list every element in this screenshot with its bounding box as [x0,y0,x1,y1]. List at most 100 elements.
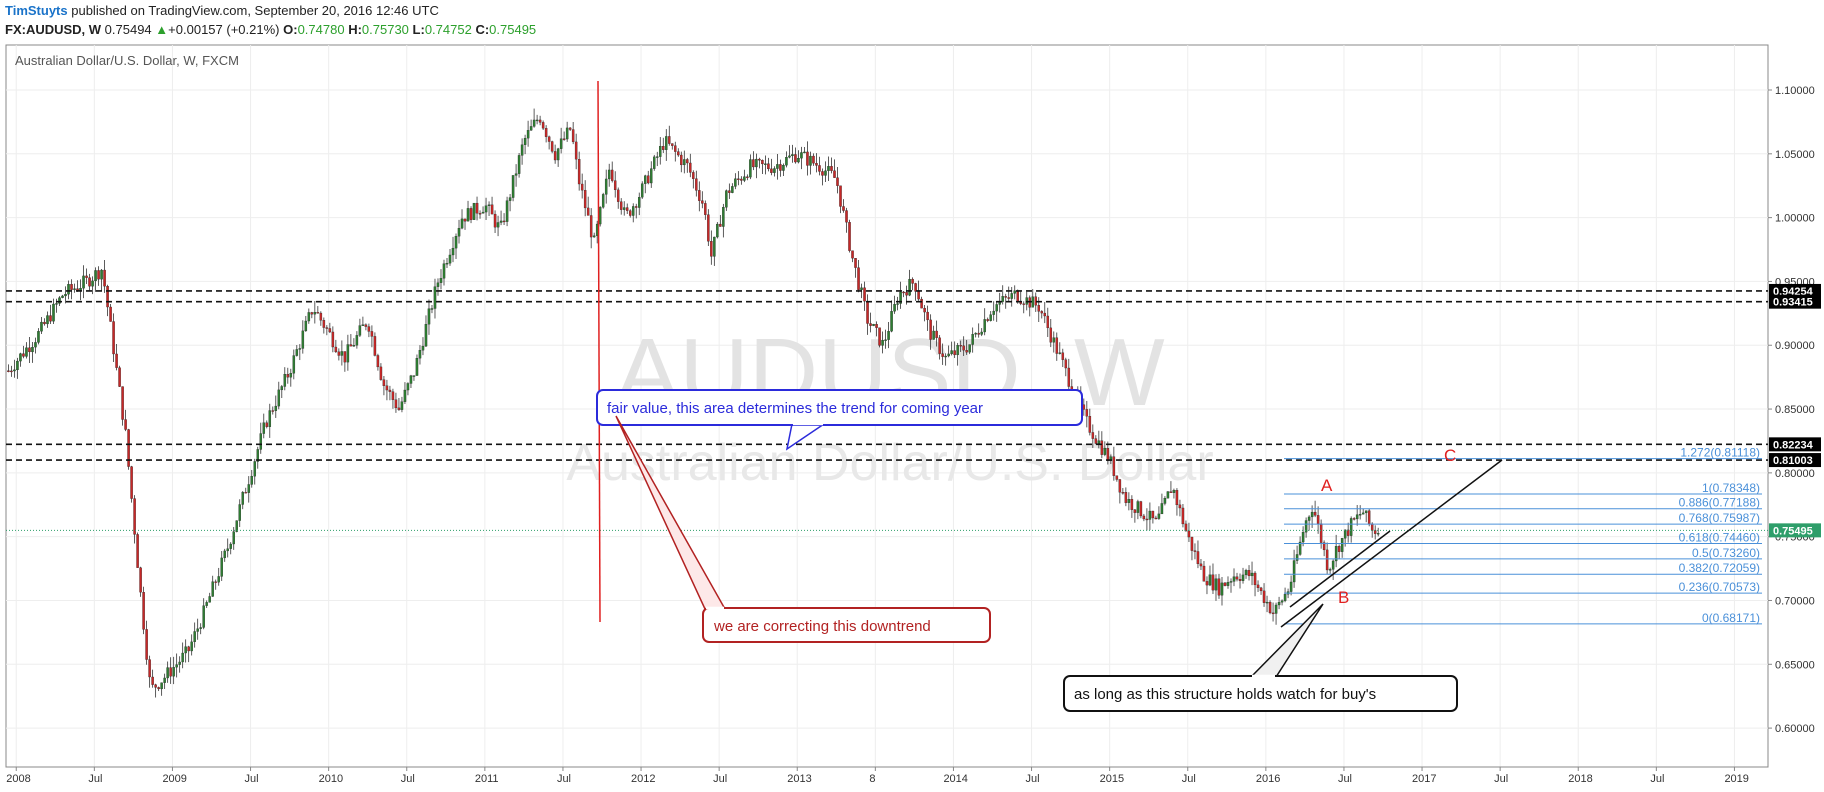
candle-up [55,303,58,305]
candle-down [490,204,494,215]
level-tag [1769,294,1821,309]
callout-correcting[interactable]: we are correcting this downtrend [615,415,991,643]
drawings[interactable]: A B C [597,80,1503,628]
candle-up [791,154,794,157]
candle-down [863,287,866,302]
candle-up [776,164,779,169]
candle-down [917,291,920,300]
candle-down [379,366,383,380]
candle-down [577,159,581,185]
candle-down [938,337,941,354]
candle-down [112,321,115,355]
vertical-red-line[interactable] [597,80,601,623]
candle-up [163,677,166,683]
candle-down [1193,550,1197,552]
candle-down [544,128,548,137]
candle-up [956,345,959,356]
candle-up [1289,581,1293,592]
candle-up [800,152,803,159]
candle-up [598,207,602,225]
candle-down [1181,507,1185,525]
candle-down [1259,587,1263,592]
candle-up [1241,574,1245,581]
chart-canvas[interactable]: AUDUSD, W Australian Dollar/U.S. Dollar … [0,44,1824,792]
candle-down [214,581,217,583]
candle-up [412,375,416,377]
candle-up [1127,499,1131,503]
callout-structure[interactable]: as long as this structure holds watch fo… [1063,603,1458,712]
level-tag-text: 0.82234 [1773,439,1814,451]
candle-up [788,155,791,158]
callouts[interactable]: fair value, this area determines the tre… [596,389,1458,712]
candle-down [1352,518,1356,520]
candle-up [1136,501,1140,513]
candle-down [628,210,632,216]
candle-down [286,374,290,378]
candle-up [52,303,55,322]
candle-up [640,183,644,198]
low-label: L: [412,22,425,37]
candle-down [103,269,106,287]
candle-down [76,288,79,291]
candle-up [517,155,521,174]
candle-up [1058,352,1062,354]
candle-up [229,543,232,549]
candle-up [484,205,488,213]
candle-down [115,353,118,368]
grid [6,45,1768,767]
candle-down [1091,432,1095,439]
candle-up [1160,503,1164,515]
candle-down [271,410,275,412]
candle-down [88,277,91,287]
candle-down [1145,518,1149,521]
author-link[interactable]: TimStuyts [5,3,68,18]
candle-up [1214,578,1218,591]
trendline-support[interactable] [1280,459,1503,628]
candle-up [1157,513,1161,519]
candle-down [1205,581,1209,586]
callout-fair-value[interactable]: fair value, this area determines the tre… [596,389,1083,451]
candle-down [836,177,839,186]
candle-up [884,339,887,341]
candle-up [418,350,422,359]
x-tick-label: Jul [1650,773,1664,785]
candle-down [1124,492,1128,503]
candle-up [1292,560,1296,583]
candle-down [941,353,944,357]
candle-up [295,349,299,356]
candle-up [487,204,491,206]
candle-down [986,319,989,321]
time-axis[interactable]: 2008 Jul 2009 Jul 2010 Jul 2011 Jul 2012 Jul 2013 8… [6,766,1768,785]
candle-up [292,355,296,374]
candle-up [725,190,728,208]
candle-down [367,326,371,332]
candle-down [740,178,743,181]
last-price-tag [1769,523,1821,538]
candle-up [304,320,308,332]
candle-down [1085,409,1089,417]
candle-down [767,163,770,170]
x-tick-label: 2014 [943,773,967,785]
candle-up [160,682,163,690]
candle-down [157,687,160,690]
candle-down [839,185,842,207]
watermark-name: Australian Dollar/U.S. Dollar [566,434,1213,492]
candle-up [890,311,893,332]
candle-down [394,399,398,409]
candle-down [1106,447,1110,461]
candle-up [749,159,752,178]
horizontal-levels[interactable] [6,290,1768,461]
candle-up [460,218,464,229]
candle-down [1094,438,1098,444]
candle-down [121,386,124,420]
candle-up [1310,511,1314,518]
trendline-lower[interactable] [1289,530,1391,608]
candle-up [454,236,458,249]
candle-up [881,339,884,346]
price-axis[interactable]: 1.100001.050001.000000.950000.900000.850… [1768,85,1815,735]
fibonacci-levels[interactable]: 1.272(0.81118)1(0.78348)0.886(0.77188)0.… [1284,446,1762,625]
candle-up [1001,296,1004,302]
candle-down [1061,352,1065,360]
candle-down [695,178,698,191]
candle-up [773,168,776,173]
